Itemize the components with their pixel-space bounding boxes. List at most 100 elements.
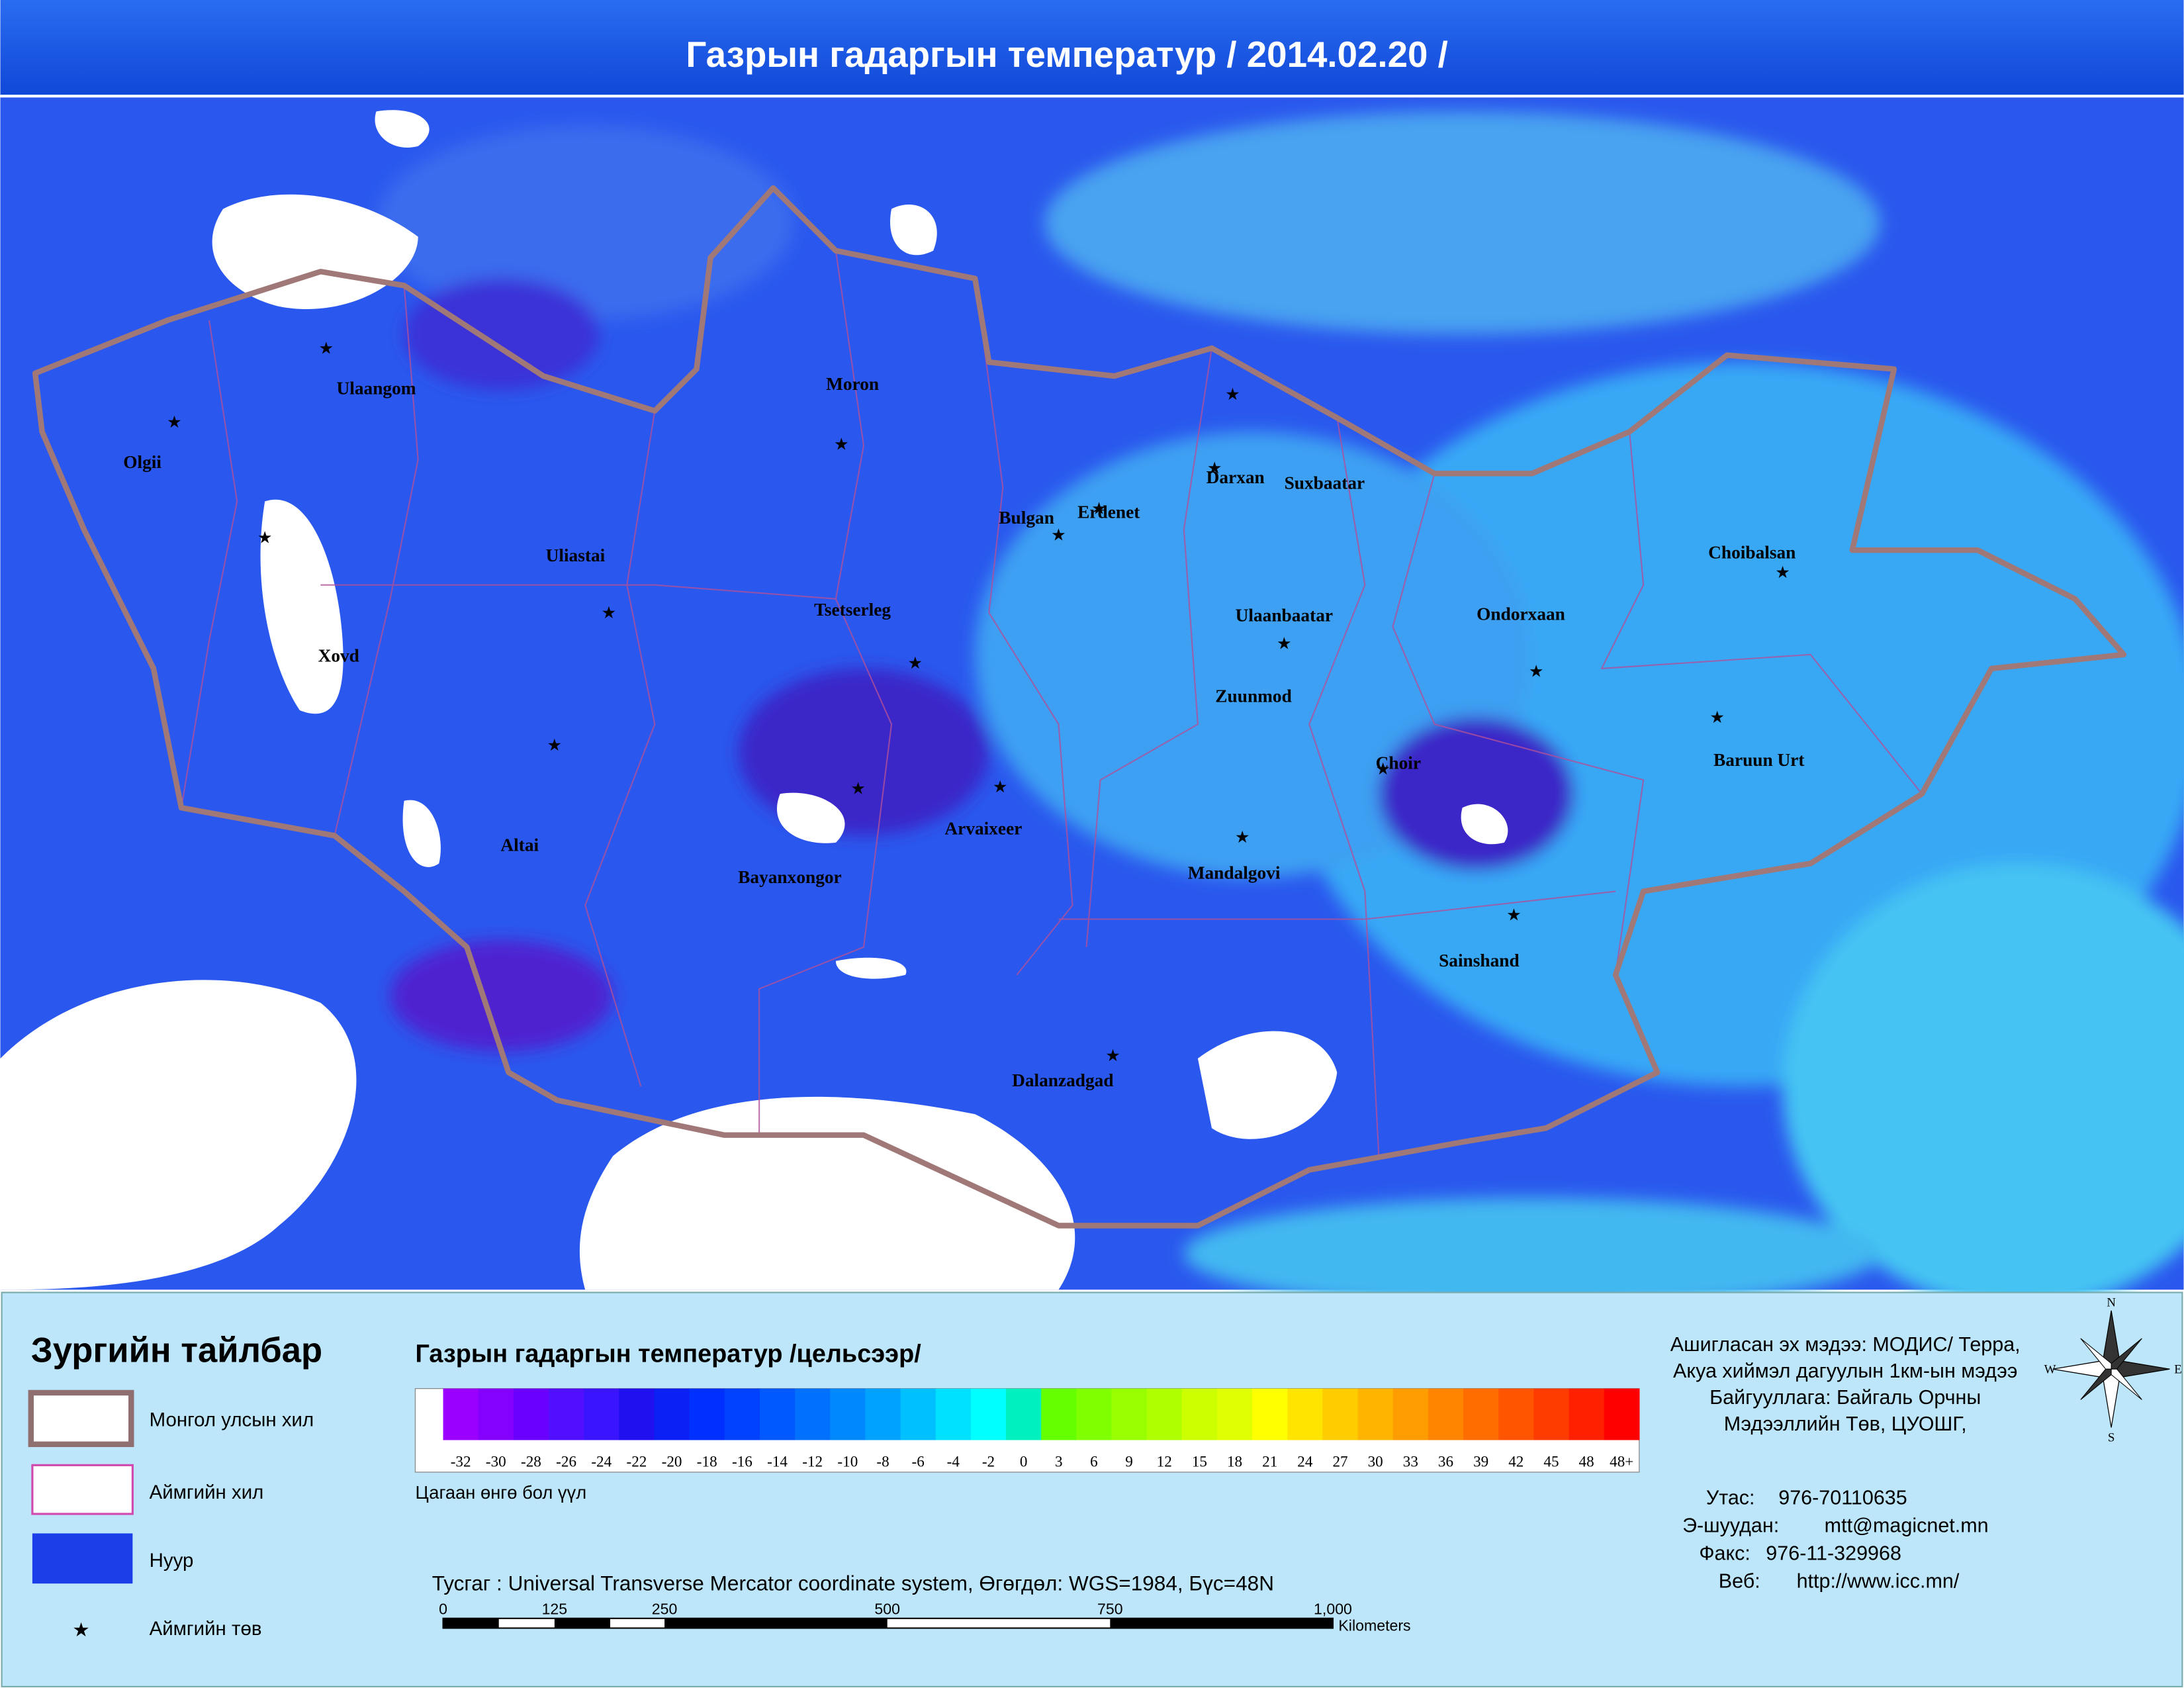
- city-star: ★: [257, 529, 273, 547]
- colorbar-label: -12: [802, 1453, 823, 1470]
- city-star: ★: [1091, 499, 1107, 518]
- source-line: Ашигласан эх мэдээ: МОДИС/ Терра,: [1670, 1333, 2021, 1356]
- colorbar-swatch: [1287, 1388, 1324, 1440]
- colorbar-swatch: [1216, 1388, 1253, 1440]
- colorbar: -32 -30 -28 -26 -24 -22 -20 -18 -16 -14 -12 -10 -8 -6…: [443, 1388, 1640, 1470]
- scale-label: 125: [542, 1600, 568, 1617]
- scale-unit: Kilometers: [1338, 1617, 1410, 1634]
- colorbar-note: Цагаан өнгө бол үүл: [415, 1482, 586, 1503]
- colorbar-label: -32: [451, 1453, 471, 1470]
- scale-segment: [443, 1618, 499, 1628]
- country-border: [32, 185, 2127, 1229]
- city-star: ★: [1709, 708, 1725, 727]
- colorbar-label: 12: [1157, 1453, 1172, 1470]
- city-star: ★: [1529, 663, 1544, 681]
- map: ★Ulaangom★Olgii★Moron★Darxan★Suxbaatar★B…: [0, 97, 2184, 1309]
- colorbar-swatch: [1322, 1388, 1359, 1440]
- city-label: Darxan: [1206, 467, 1265, 487]
- scale-label: 250: [652, 1600, 678, 1617]
- warm-area: [1044, 111, 1880, 334]
- city-star: ★: [1235, 828, 1250, 847]
- colorbar-label: 21: [1262, 1453, 1277, 1470]
- colorbar-label: 18: [1227, 1453, 1242, 1470]
- city-label: Xovd: [318, 645, 359, 665]
- cold-area: [738, 668, 989, 836]
- city-label: Ulaangom: [337, 378, 416, 398]
- colorbar-swatch: [654, 1388, 690, 1440]
- info-block: Ашигласан эх мэдээ: МОДИС/ Терра, Акуа хи…: [1670, 1333, 2021, 1593]
- colorbar-swatch: [724, 1388, 760, 1440]
- city-label: Mandalgovi: [1188, 863, 1281, 883]
- contact-label: Веб:: [1719, 1570, 1760, 1593]
- city-label: Arvaixeer: [944, 818, 1022, 838]
- warm-area: [1782, 863, 2184, 1309]
- province-borders: [180, 250, 1923, 1156]
- colorbar-swatch: [1604, 1388, 1640, 1440]
- colorbar-label: 42: [1508, 1453, 1524, 1470]
- colorbar-label: -8: [876, 1453, 889, 1470]
- city-star: ★: [1277, 634, 1292, 653]
- colorbar-swatch: [970, 1388, 1007, 1440]
- colorbar-label: 3: [1055, 1453, 1063, 1470]
- colorbar-label: 30: [1368, 1453, 1383, 1470]
- colorbar-swatch: [1146, 1388, 1183, 1440]
- city-star: ★: [547, 736, 563, 755]
- city-star: ★: [1375, 760, 1390, 778]
- city-star: ★: [167, 413, 182, 432]
- legend-country-border-symbol: [28, 1389, 134, 1448]
- colorbar-label: 24: [1297, 1453, 1313, 1470]
- clouds: [0, 110, 1508, 1290]
- scale-label: 0: [439, 1600, 447, 1617]
- colorbar-swatch: [795, 1388, 831, 1440]
- colorbar-label: -24: [591, 1453, 612, 1470]
- contact-value: 976-70110635: [1778, 1486, 1907, 1509]
- colorbar-swatch: [1392, 1388, 1429, 1440]
- header-bar: [0, 0, 2184, 95]
- warm-area: [1183, 1197, 1880, 1309]
- colorbar-swatch: [478, 1388, 514, 1440]
- contact-value: 976-11-329968: [1766, 1542, 1901, 1564]
- scale-label: 1,000: [1314, 1600, 1352, 1617]
- legend-item: Аймгийн төв: [150, 1618, 262, 1640]
- city-label: Choibalsan: [1708, 543, 1796, 563]
- scale-segment: [554, 1618, 611, 1628]
- colorbar-label: 45: [1543, 1453, 1559, 1470]
- colorbar-swatch: [1498, 1388, 1535, 1440]
- colorbar-swatch: [1041, 1388, 1077, 1440]
- city-label: Olgii: [123, 452, 161, 472]
- legend-province-border-symbol: [31, 1464, 134, 1515]
- city-label: Suxbaatar: [1285, 473, 1365, 492]
- colorbar-swatch: [830, 1388, 866, 1440]
- city-star: ★: [602, 604, 617, 622]
- city-label: Uliastai: [546, 545, 606, 565]
- colorbar-label: 0: [1020, 1453, 1028, 1470]
- city-star: ★: [1207, 459, 1222, 477]
- city-label: Altai: [500, 835, 539, 855]
- scale-label: 750: [1097, 1600, 1123, 1617]
- colorbar-title: Газрын гадаргын температур /цельсээр/: [415, 1340, 921, 1368]
- colorbar-swatch: [1252, 1388, 1288, 1440]
- colorbar-label: 48+: [1610, 1453, 1633, 1470]
- city-star: ★: [907, 654, 923, 673]
- temperature-field: [376, 111, 2184, 1309]
- city-label: Ulaanbaatar: [1236, 605, 1333, 625]
- colorbar-label: -26: [556, 1453, 576, 1470]
- contact-label: Факс:: [1699, 1542, 1751, 1564]
- compass: N E S W: [2044, 1296, 2182, 1445]
- colorbar-label: -14: [767, 1453, 788, 1470]
- city-star: ★: [1506, 906, 1522, 925]
- colorbar-label: -28: [521, 1453, 541, 1470]
- source-line: Акуа хиймэл дагуулын 1км-ын мэдээ: [1673, 1360, 2017, 1382]
- colorbar-label: -6: [912, 1453, 925, 1470]
- cold-area: [376, 125, 794, 320]
- city-star: ★: [1051, 526, 1066, 544]
- compass-w: W: [2044, 1363, 2056, 1377]
- colorbar-label: 9: [1125, 1453, 1133, 1470]
- colorbar-label: -10: [837, 1453, 858, 1470]
- city-label: Moron: [826, 374, 879, 394]
- city-label: Ondorxaan: [1477, 604, 1565, 624]
- scale-segment: [664, 1618, 887, 1628]
